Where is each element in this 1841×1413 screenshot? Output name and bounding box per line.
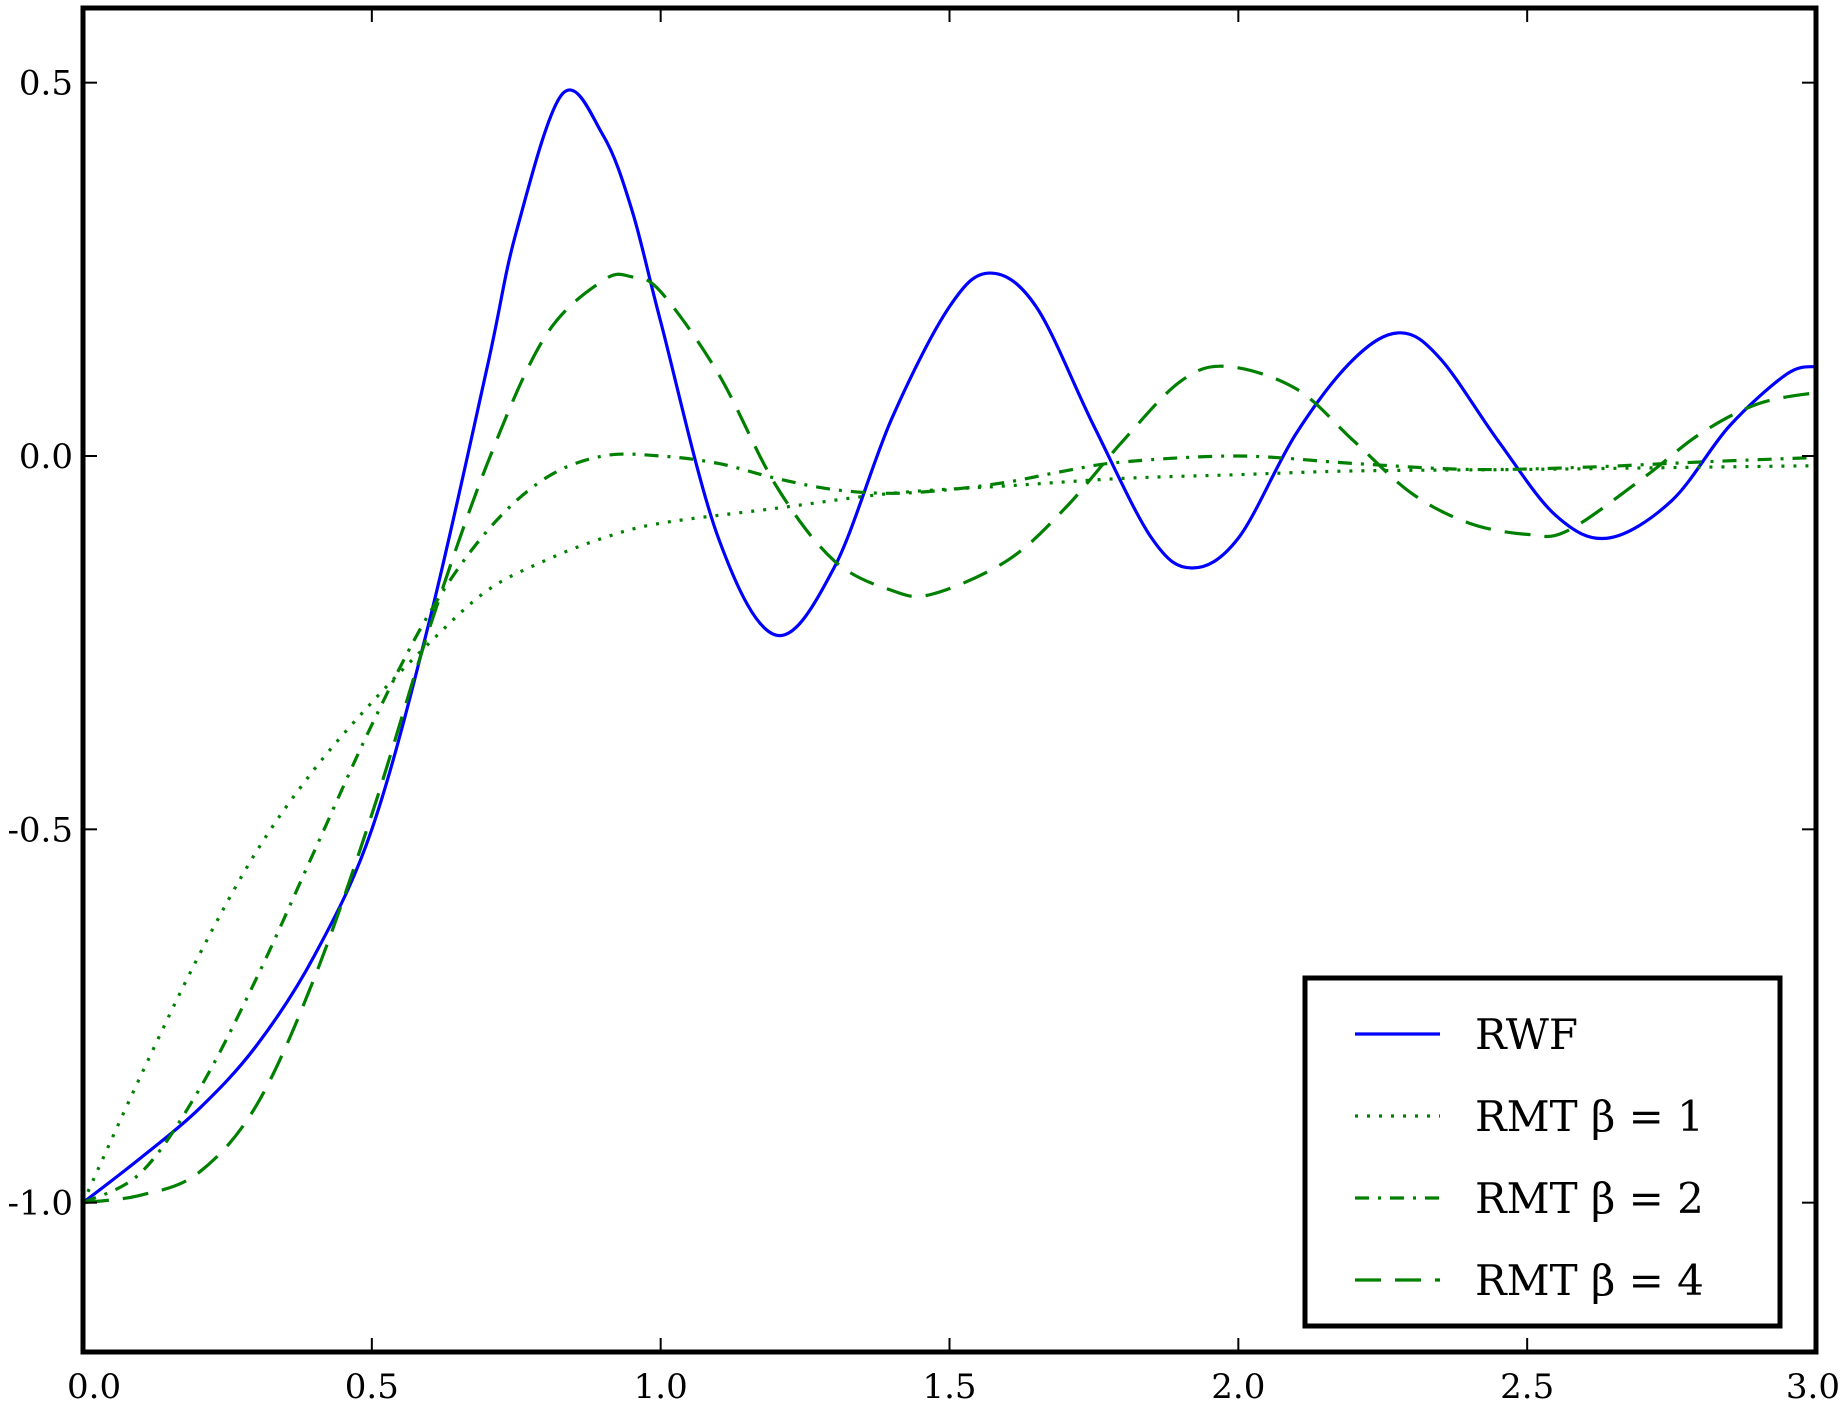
x-tick-label: 0.0 [67,1367,121,1407]
series-line-4 [82,272,1817,1205]
x-tick-label: 2.5 [1500,1367,1554,1407]
y-tick-label: 0.5 [19,64,73,104]
axis-tick-labels: 0.0 0.5 1.0 1.5 2.0 2.5 3.0 0.5 0.0 -0.5 -1.0 [7,64,1840,1407]
x-tick-label: 2.0 [1211,1367,1265,1407]
x-tick-label: 1.5 [922,1367,976,1407]
legend-label-4: RMT β = 4 [1475,1256,1704,1305]
y-tick-label: 0.0 [19,437,73,477]
series-layer [81,88,1817,1205]
series-line-1 [82,88,1817,1204]
legend-label-2: RMT β = 1 [1475,1092,1704,1141]
y-tick-label: -1.0 [7,1184,73,1224]
x-tick-label: 0.5 [345,1367,399,1407]
legend-box [1302,975,1783,1329]
legend: RWF RMT β = 1 RMT β = 2 RMT β = 4 [1302,975,1783,1329]
y-tick-label: -0.5 [7,810,73,850]
x-tick-label: 1.0 [634,1367,688,1407]
axis-ticks [82,8,1817,1352]
legend-label-3: RMT β = 2 [1475,1174,1704,1223]
x-tick-label: 3.0 [1786,1367,1840,1407]
legend-label-1: RWF [1475,1010,1578,1059]
